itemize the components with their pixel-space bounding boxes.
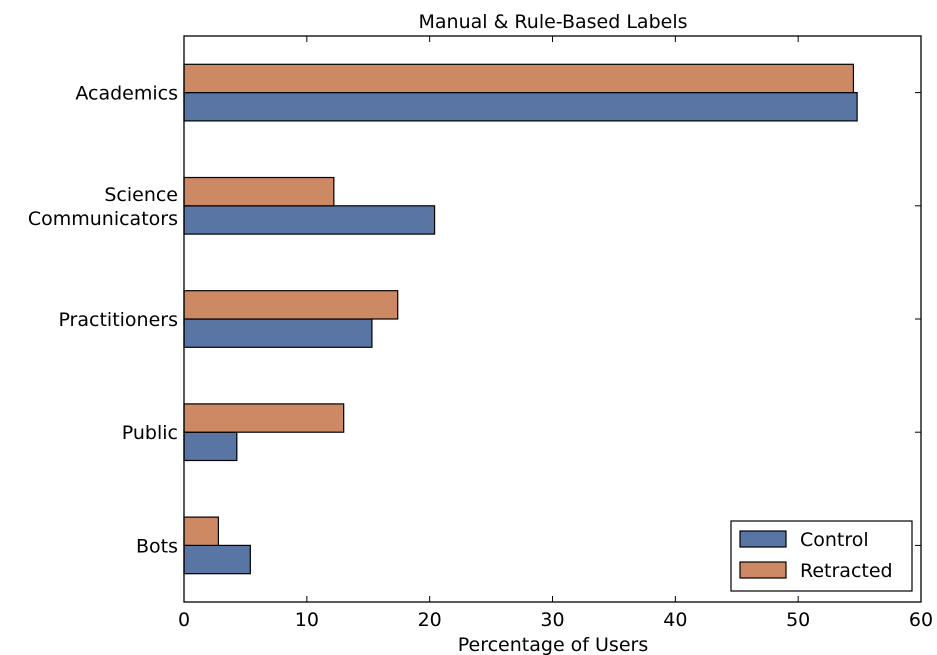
x-tick-label: 50 [786,609,810,631]
y-category-label: Bots [136,535,178,557]
bar-retracted-4 [183,516,219,546]
y-categories-group: Academics Science Communicators Practitione… [28,83,921,557]
x-tick-label: 30 [540,609,564,631]
x-tick-label: 10 [295,609,319,631]
y-category-label: Academics [75,83,178,105]
legend-label-retracted: Retracted [800,560,893,582]
legend: Control Retracted [730,520,913,592]
bar-control-1 [183,205,436,235]
legend-swatch-control [739,530,787,548]
bar-retracted-3 [183,403,345,433]
x-tick-label: 0 [178,609,190,631]
x-axis-label: Percentage of Users [458,634,648,655]
x-tick-label: 20 [418,609,442,631]
y-category-label: Practitioners [58,309,178,331]
bar-control-4 [183,544,251,575]
bar-control-2 [183,318,373,348]
bar-retracted-2 [183,290,399,320]
bar-retracted-0 [183,63,855,94]
y-category-label: Public [122,422,178,444]
legend-label-control: Control [800,529,869,551]
bar-control-3 [183,431,238,462]
x-tick-label: 60 [909,609,933,631]
bar-control-0 [183,91,858,122]
x-tick-label: 40 [663,609,687,631]
legend-swatch-retracted [739,561,787,579]
bars-group [183,63,858,575]
x-ticks-group: 0 10 20 30 40 50 60 [178,36,933,631]
chart-title: Manual & Rule-Based Labels [419,11,688,33]
y-category-label: Science Communicators [28,184,178,230]
bar-retracted-1 [183,176,335,207]
